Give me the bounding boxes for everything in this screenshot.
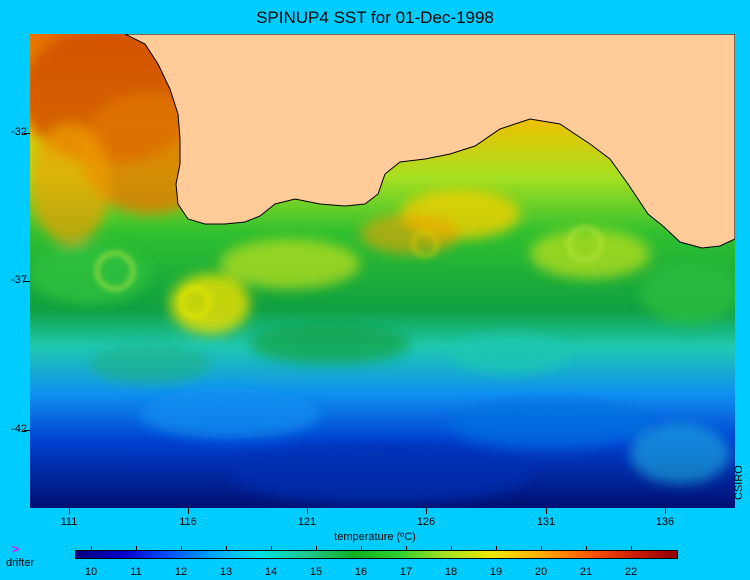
sst-swirls — [95, 226, 603, 318]
colorbar — [75, 550, 678, 559]
colorbar-tick — [496, 546, 497, 551]
colorbar-tick-label: 12 — [174, 566, 188, 578]
colorbar-tick — [226, 546, 227, 551]
colorbar-tick — [406, 546, 407, 551]
colorbar-tick — [451, 546, 452, 551]
lon-tick — [307, 508, 308, 514]
colorbar-tick-label: 10 — [84, 566, 98, 578]
lon-label: 121 — [297, 516, 317, 528]
colorbar-tick-label: 13 — [219, 566, 233, 578]
lon-tick — [665, 508, 666, 514]
colorbar-tick — [586, 546, 587, 551]
lon-tick — [546, 508, 547, 514]
credit-label: CSIRO — [733, 465, 745, 500]
sst-map — [30, 34, 735, 508]
lat-label: -37 — [11, 274, 27, 286]
colorbar-tick-label: 11 — [130, 566, 142, 578]
lon-label: 116 — [179, 516, 197, 528]
colorbar-tick-label: 22 — [624, 566, 638, 578]
colorbar-tick-label: 16 — [354, 566, 368, 578]
lon-label: 111 — [60, 516, 78, 528]
colorbar-tick-label: 14 — [264, 566, 278, 578]
colorbar-tick — [91, 546, 92, 551]
lat-tick — [24, 133, 30, 134]
colorbar-tick-label: 17 — [399, 566, 413, 578]
colorbar-tick — [181, 546, 182, 551]
map-title: SPINUP4 SST for 01-Dec-1998 — [256, 8, 494, 27]
lat-label: -42 — [11, 423, 27, 435]
colorbar-tick — [316, 546, 317, 551]
lon-label: 136 — [655, 516, 675, 528]
lat-label: -32 — [11, 126, 27, 138]
colorbar-tick-label: 21 — [579, 566, 593, 578]
sst-field — [30, 34, 735, 508]
colorbar-label: temperature (ºC) — [334, 531, 416, 543]
lon-tick — [69, 508, 70, 514]
lat-tick — [24, 281, 30, 282]
lon-tick — [426, 508, 427, 514]
colorbar-tick-label: 19 — [489, 566, 503, 578]
colorbar-tick-label: 15 — [309, 566, 323, 578]
colorbar-tick-label: 18 — [444, 566, 458, 578]
colorbar-tick — [631, 546, 632, 551]
colorbar-tick — [136, 546, 137, 551]
colorbar-tick — [271, 546, 272, 551]
lon-label: 126 — [416, 516, 436, 528]
lat-tick — [24, 430, 30, 431]
sst-eddies — [30, 34, 735, 504]
land-australia — [124, 34, 735, 249]
drifter-legend-label: drifter — [6, 557, 35, 569]
lon-tick — [188, 508, 189, 514]
colorbar-tick-label: 20 — [534, 566, 548, 578]
lon-label: 131 — [536, 516, 556, 528]
colorbar-tick — [541, 546, 542, 551]
colorbar-tick — [361, 546, 362, 551]
drifter-symbol-icon: > — [12, 542, 20, 556]
